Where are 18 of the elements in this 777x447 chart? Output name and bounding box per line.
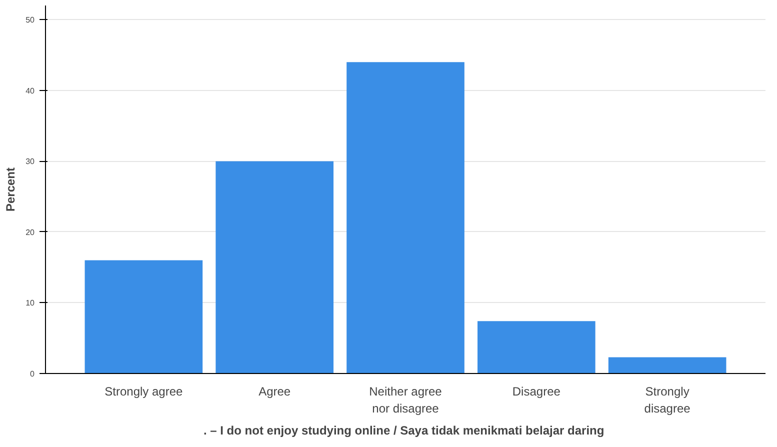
x-tick-label: Neither agree nor disagree [369,384,442,416]
x-axis-title: . – I do not enjoy studying online / Saya tidak menikmati belajar daring [203,423,604,438]
y-tick-label: 10 [26,298,36,308]
y-tick-label: 30 [26,157,36,166]
bar [346,62,464,374]
bar [608,357,726,374]
bar [478,321,596,374]
y-tick-label: 0 [30,370,36,378]
y-axis-title: Percent [4,167,18,212]
bar [84,260,203,374]
x-tick-label: Strongly disagree [644,384,691,416]
x-tick-label: Agree [258,384,291,398]
bar [216,161,334,374]
x-tick-label: Strongly agree [104,384,184,398]
y-tick-label: 50 [26,16,36,25]
x-tick-label: Disagree [512,384,561,398]
y-tick-label: 40 [26,86,36,96]
y-tick-label: 20 [26,228,36,237]
